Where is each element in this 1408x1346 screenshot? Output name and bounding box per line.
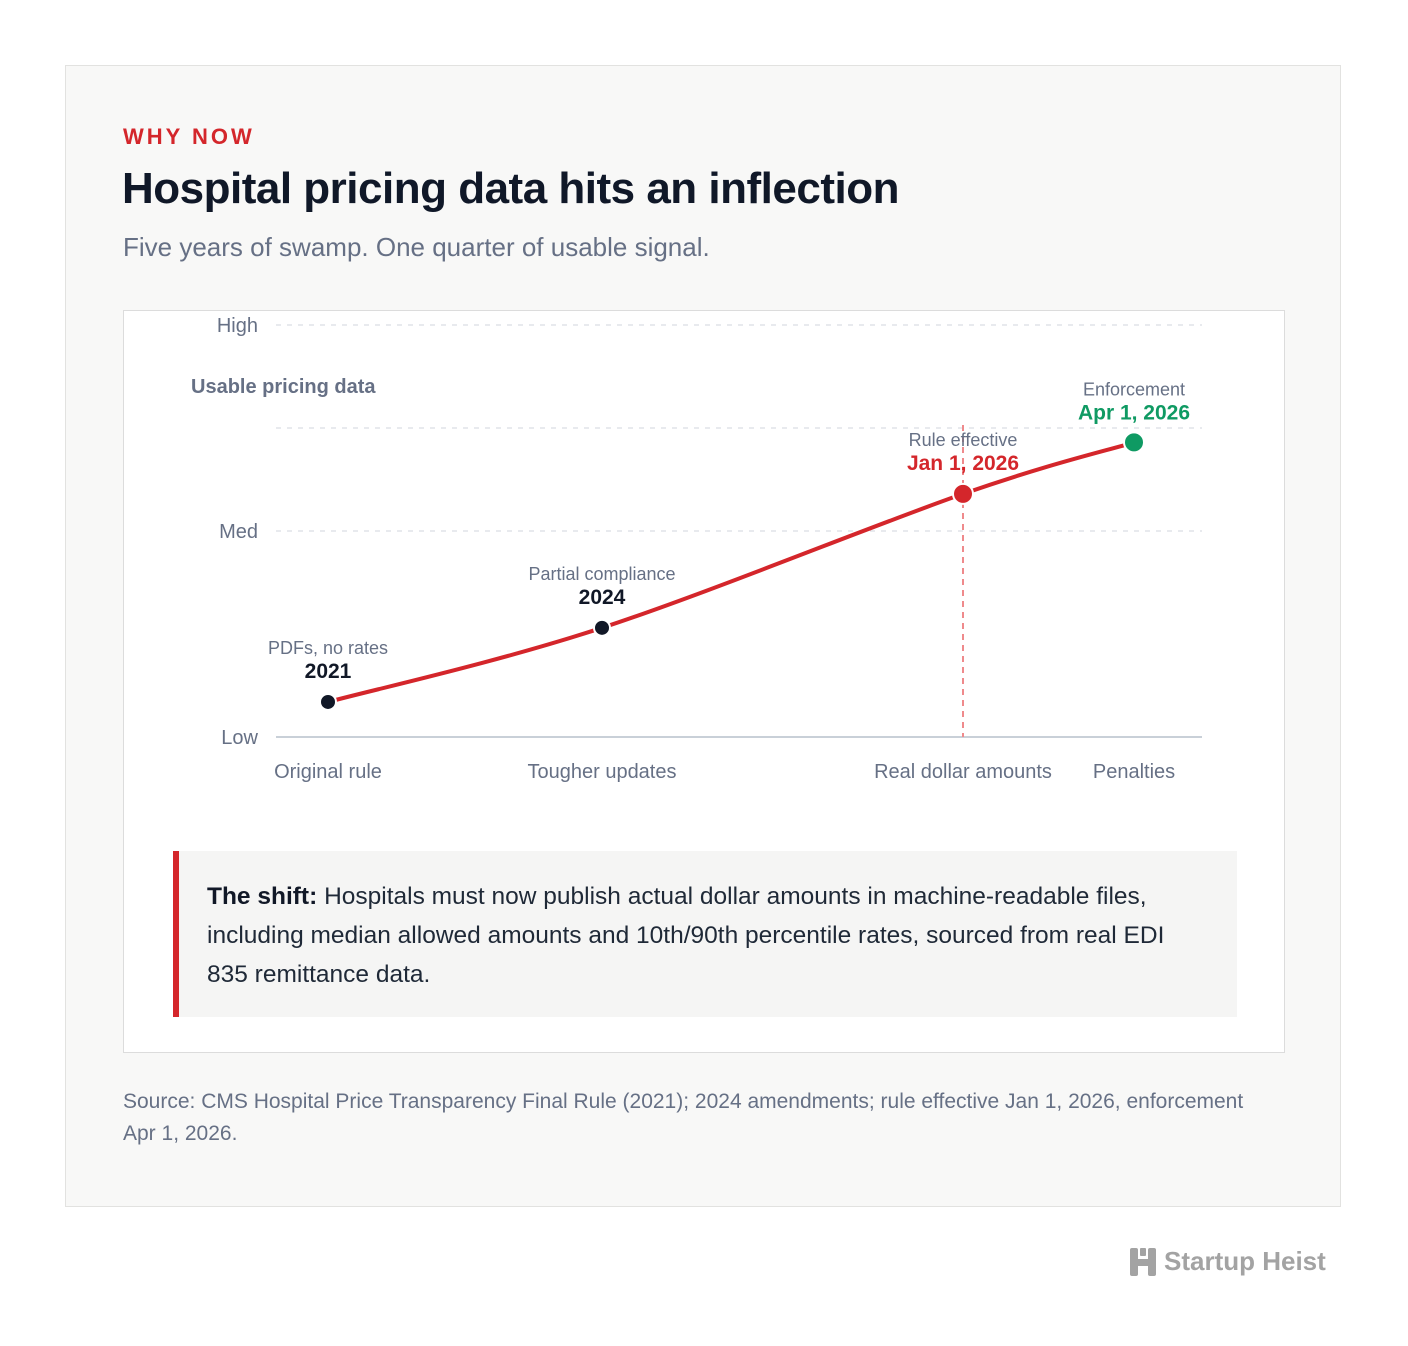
chart-panel: Usable pricing data Low Med High Original ru… [123, 310, 1285, 1053]
data-point [319, 692, 337, 711]
y-tick-label: Med [219, 521, 258, 543]
x-tick-label: Tougher updates [527, 761, 676, 783]
source-note: Source: CMS Hospital Price Transparency … [123, 1090, 1244, 1145]
data-point [1123, 431, 1145, 454]
point-label: Rule effective [909, 430, 1018, 450]
shift-callout: The shift: Hospitals must now publish ac… [173, 851, 1237, 1017]
callout-text: Hospitals must now publish actual dollar… [207, 883, 1165, 988]
data-point [952, 482, 974, 505]
brand-name: Startup Heist [1164, 1246, 1326, 1276]
series-line [326, 440, 1136, 704]
point-value-label: 2024 [579, 586, 626, 609]
content-card: WHY NOW Hospital pricing data hits an in… [65, 65, 1341, 1207]
callout-lead: The shift: [207, 883, 318, 910]
point-value-label: Apr 1, 2026 [1078, 401, 1190, 424]
point-value-label: 2021 [305, 660, 352, 683]
page-subtitle: Five years of swamp. One quarter of usab… [123, 232, 710, 262]
y-tick-label: Low [221, 727, 258, 749]
point-label: Partial compliance [528, 564, 675, 584]
point-value-label: Jan 1, 2026 [907, 452, 1019, 475]
line-chart: Usable pricing data Low Med High Original ru… [191, 315, 1202, 783]
page-title: Hospital pricing data hits an inflection [122, 164, 899, 213]
point-label: PDFs, no rates [268, 638, 388, 658]
data-point [593, 618, 611, 637]
y-tick-label: High [217, 315, 258, 337]
x-tick-label: Penalties [1093, 761, 1175, 783]
y-axis-title: Usable pricing data [191, 376, 376, 398]
point-label: Enforcement [1083, 379, 1185, 399]
x-tick-label: Original rule [274, 761, 382, 783]
h-logo-icon [1130, 1247, 1156, 1276]
eyebrow: WHY NOW [123, 124, 255, 149]
x-tick-label: Real dollar amounts [874, 761, 1052, 783]
brand-logo: Startup Heist [1130, 1246, 1326, 1277]
